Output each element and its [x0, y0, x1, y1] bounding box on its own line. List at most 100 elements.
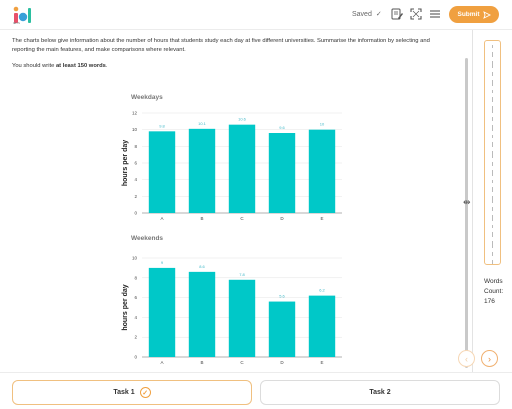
min-words-prefix: You should write — [12, 63, 56, 69]
weekends-chart: Weekends 0 2 4 6 8 10 hours per day 9 A 8.6 B 7.8 C 5… — [118, 235, 348, 367]
y-tick-label: 8 — [134, 144, 137, 149]
text-line-mark — [492, 97, 493, 102]
bar-value-label: 10 — [320, 122, 325, 127]
chevron-right-icon: › — [488, 353, 491, 364]
text-line-mark — [492, 45, 493, 48]
y-axis-label: hours per day — [122, 284, 129, 330]
bar-value-label: 10.1 — [198, 121, 207, 126]
text-line-mark — [492, 90, 493, 93]
fullscreen-icon[interactable] — [409, 7, 423, 21]
word-count-value: 176 — [484, 298, 495, 305]
bar-e — [308, 129, 336, 213]
task-tabs: Task 1 ✓ Task 2 — [0, 372, 512, 409]
saved-check-icon: ✓ — [375, 11, 382, 18]
notes-icon[interactable] — [390, 7, 404, 21]
text-line-mark — [492, 162, 493, 166]
next-button[interactable]: › — [481, 350, 498, 367]
saved-status: Saved ✓ — [352, 10, 382, 18]
bar-value-label: 9 — [161, 260, 164, 265]
text-line-mark — [492, 52, 493, 57]
bar-value-label: 5.6 — [279, 294, 285, 299]
bar-value-label: 7.8 — [239, 272, 245, 277]
text-line-mark — [492, 232, 493, 237]
check-circle-icon: ✓ — [139, 387, 151, 398]
min-words-bold: at least 150 words — [55, 63, 106, 69]
chevron-left-icon: ‹ — [465, 353, 468, 364]
ielts-logo — [13, 6, 31, 23]
min-words-suffix: . — [105, 63, 108, 69]
text-line-mark — [492, 125, 493, 131]
x-tick-label: C — [240, 360, 244, 365]
y-tick-label: 0 — [134, 211, 137, 216]
text-line-mark — [492, 142, 493, 147]
answer-textarea[interactable] — [484, 40, 501, 265]
bar-value-label: 9.6 — [279, 125, 285, 130]
submit-label: Submit — [457, 11, 480, 18]
bar-c — [228, 279, 256, 357]
word-count: Words Count: 176 — [484, 277, 503, 307]
bar-a — [148, 131, 176, 213]
x-tick-label: E — [320, 360, 323, 365]
text-line-mark — [492, 252, 493, 256]
x-tick-label: D — [280, 360, 284, 365]
count-label: Count: — [484, 288, 504, 295]
text-line-mark — [492, 196, 493, 203]
prev-button[interactable]: ‹ — [458, 350, 475, 367]
x-tick-label: B — [200, 360, 203, 365]
weekends-chart-svg: 0 2 4 6 8 10 hours per day 9 A 8.6 B 7.8 C 5.6 D 6.2 E — [122, 256, 342, 365]
text-line-mark — [492, 117, 493, 121]
y-tick-label: 6 — [134, 161, 137, 166]
text-line-mark — [492, 72, 493, 76]
y-tick-label: 10 — [132, 127, 138, 132]
bar-b — [188, 128, 216, 213]
x-tick-label: E — [320, 216, 323, 221]
text-line-mark — [492, 80, 493, 86]
y-tick-label: 8 — [134, 275, 137, 280]
bar-d — [268, 301, 296, 357]
bar-value-label: 10.6 — [238, 117, 247, 122]
x-tick-label: B — [200, 216, 203, 221]
task-prompt: The charts below give information about … — [12, 38, 430, 53]
submit-button[interactable]: Submit — [449, 6, 499, 23]
bar-value-label: 6.2 — [319, 288, 325, 293]
y-tick-label: 4 — [134, 177, 137, 182]
resize-handle-icon[interactable]: ⇹ — [463, 197, 471, 207]
text-line-mark — [492, 170, 493, 176]
text-line-mark — [492, 225, 493, 228]
y-tick-label: 6 — [134, 295, 137, 300]
bar-value-label: 8.6 — [199, 264, 205, 269]
tab-task-2[interactable]: Task 2 — [260, 380, 500, 405]
text-line-mark — [492, 151, 493, 158]
text-line-mark — [492, 180, 493, 183]
text-line-mark — [492, 61, 493, 68]
y-tick-label: 2 — [134, 194, 137, 199]
y-tick-label: 2 — [134, 335, 137, 340]
menu-icon[interactable] — [428, 7, 442, 21]
bar-e — [308, 295, 336, 357]
tab-task-1-label: Task 1 — [113, 389, 135, 396]
content-scrollbar[interactable] — [465, 58, 468, 368]
y-tick-label: 0 — [134, 355, 137, 360]
y-tick-label: 12 — [132, 111, 138, 116]
tab-task-2-label: Task 2 — [369, 389, 391, 396]
y-axis-label: hours per day — [122, 140, 129, 186]
text-line-mark — [492, 215, 493, 221]
bar-value-label: 9.8 — [159, 123, 165, 128]
tab-task-1[interactable]: Task 1 ✓ — [12, 380, 252, 405]
y-tick-label: 10 — [132, 256, 138, 261]
send-icon — [482, 10, 491, 19]
text-line-mark — [492, 207, 493, 211]
bar-b — [188, 271, 216, 357]
top-bar: IELTS Saved ✓ Submit — [0, 0, 512, 30]
panel-divider — [472, 30, 473, 375]
y-tick-label: 4 — [134, 315, 137, 320]
chart-title: Weekdays — [131, 94, 163, 101]
bar-c — [228, 124, 256, 213]
writing-panel: Words Count: 176 ‹ › — [458, 30, 512, 375]
x-tick-label: A — [160, 216, 163, 221]
saved-label: Saved — [352, 11, 372, 18]
text-line-mark — [492, 135, 493, 138]
min-words-instruction: You should write at least 150 words. — [12, 63, 108, 69]
logo-text: IELTS — [13, 22, 20, 25]
x-tick-label: A — [160, 360, 163, 365]
